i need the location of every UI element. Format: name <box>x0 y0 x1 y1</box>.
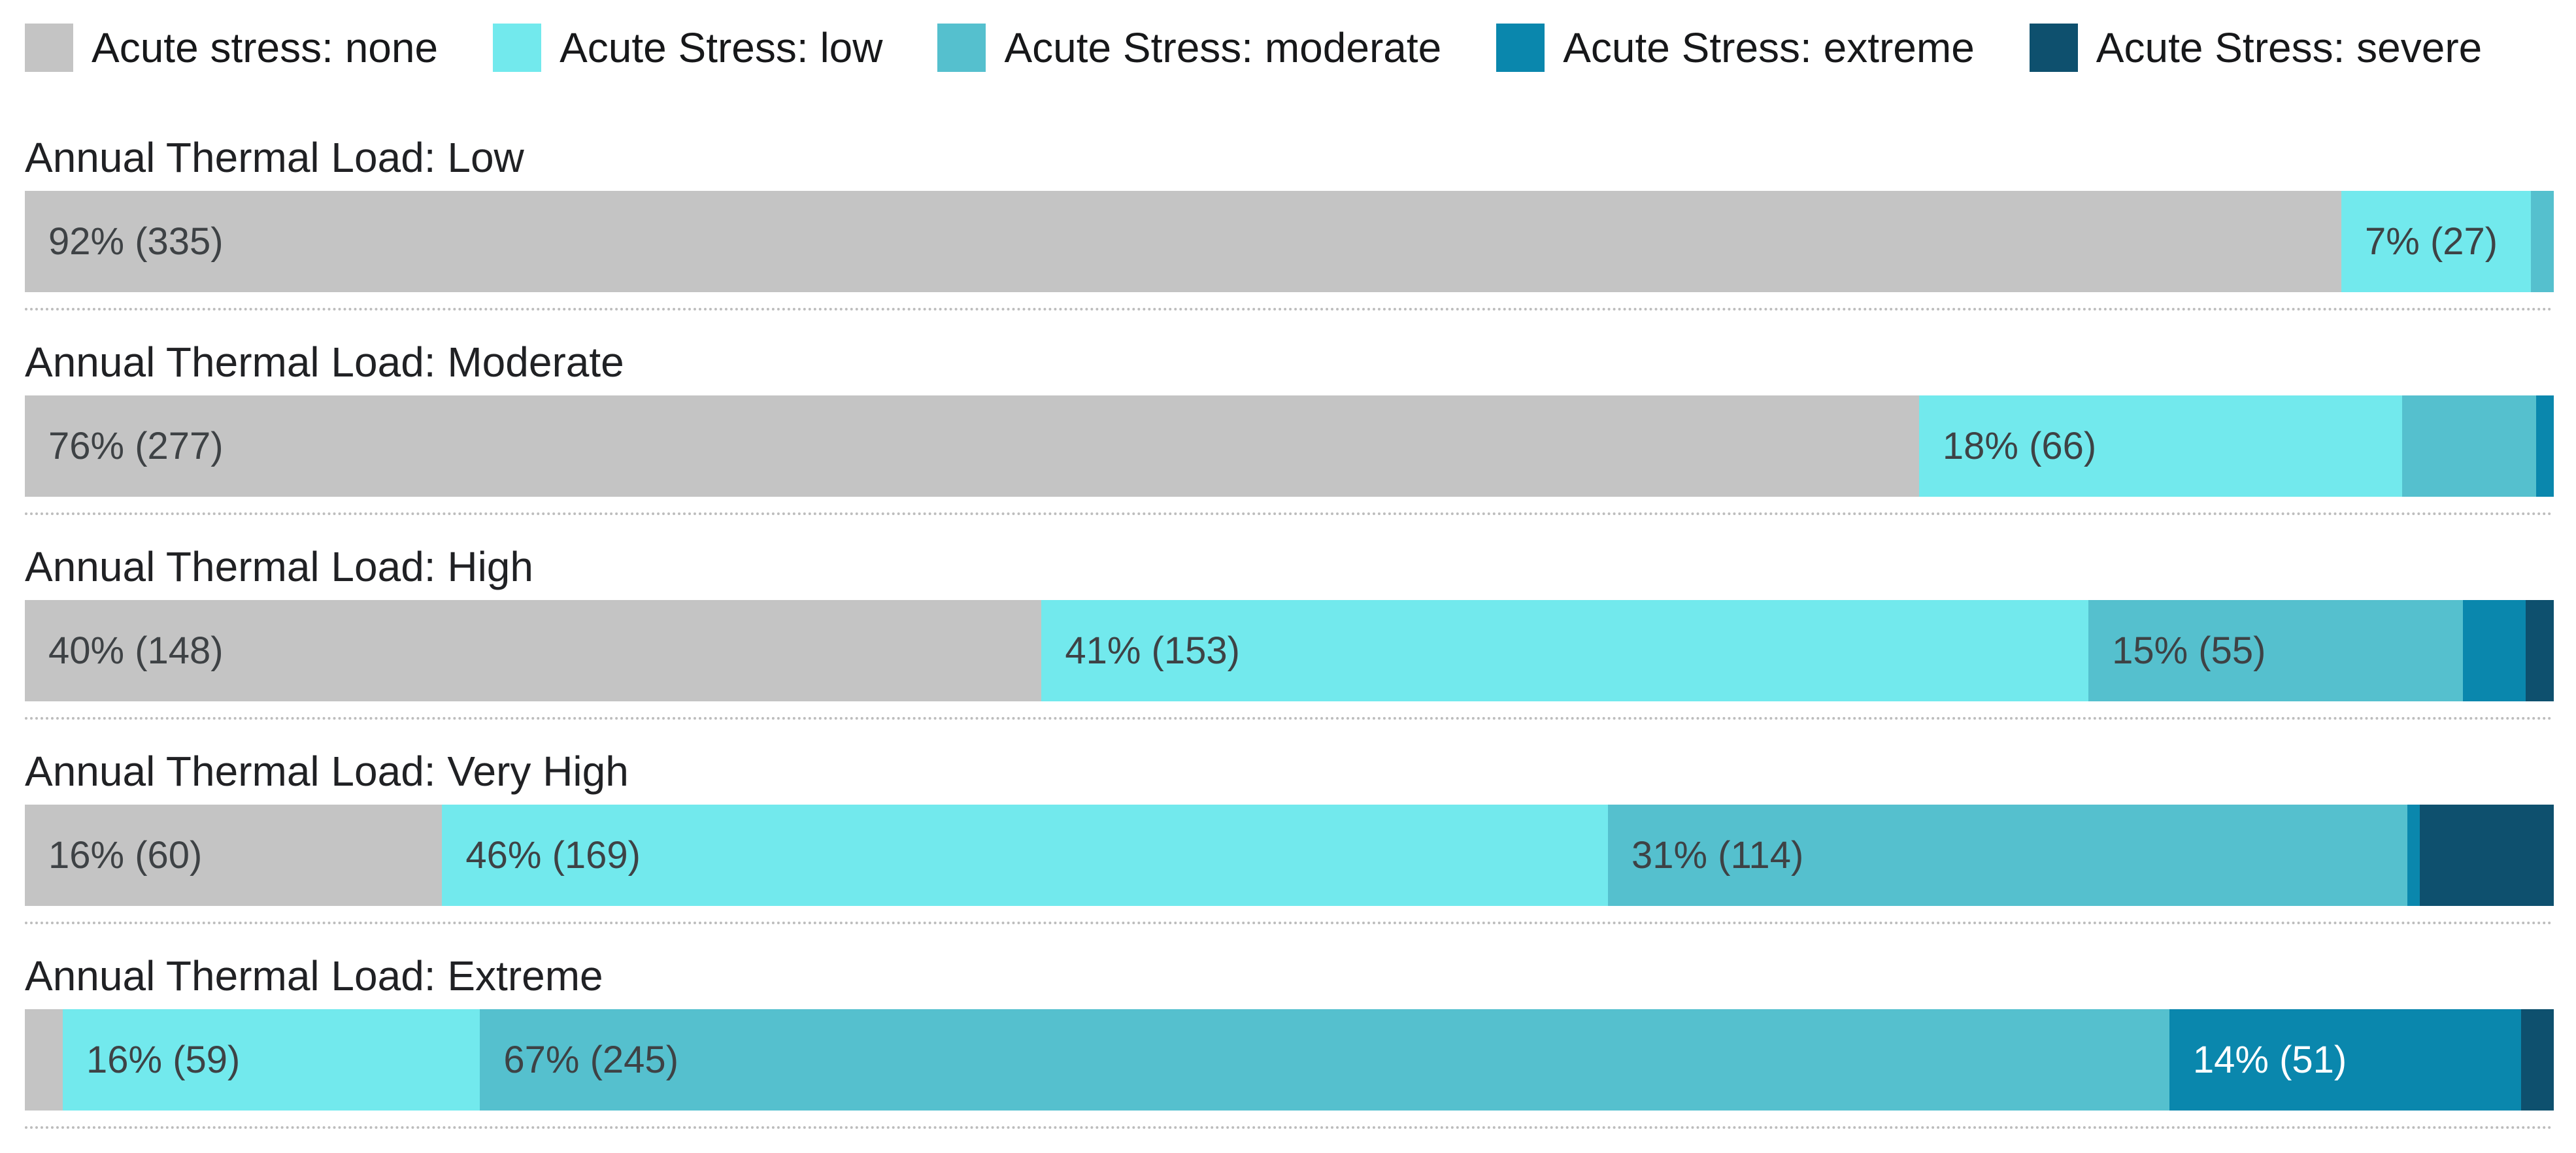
stacked-bar: 92% (335) 7% (27) <box>25 191 2554 292</box>
category-label: Annual Thermal Load: Extreme <box>25 952 603 999</box>
bar-segment-low[interactable]: 41% (153) <box>1041 600 2089 701</box>
segment-value-label: 67% (245) <box>503 1039 679 1081</box>
bar-segment-low[interactable]: 7% (27) <box>2341 191 2532 292</box>
legend-item-moderate[interactable]: Acute Stress: moderate <box>937 24 1441 72</box>
legend-item-extreme[interactable]: Acute Stress: extreme <box>1496 24 1975 72</box>
segment-value-label: 16% (59) <box>86 1039 241 1081</box>
legend-item-low[interactable]: Acute Stress: low <box>493 24 882 72</box>
row-separator <box>25 308 2554 310</box>
legend-swatch-extreme <box>1496 24 1545 72</box>
bar-group: Annual Thermal Load: High 40% (148) 41% (… <box>25 543 2554 720</box>
segment-value-label: 18% (66) <box>1942 425 2097 467</box>
legend-item-severe[interactable]: Acute Stress: severe <box>2029 24 2483 72</box>
bar-segment-none[interactable]: 92% (335) <box>25 191 2341 292</box>
stacked-bar: 76% (277) 18% (66) <box>25 395 2554 497</box>
legend-item-label: Acute Stress: severe <box>2096 24 2483 71</box>
legend-item-label: Acute Stress: moderate <box>1004 24 1442 71</box>
bar-segment-none[interactable]: 40% (148) <box>25 600 1042 701</box>
bar-segment-low[interactable]: 46% (169) <box>442 805 1608 906</box>
legend-swatch-moderate <box>937 24 986 72</box>
segment-value-label: 92% (335) <box>48 220 224 263</box>
bar-segment-moderate[interactable] <box>2531 191 2554 292</box>
segment-value-label: 31% (114) <box>1631 834 1804 877</box>
bar-segment-none[interactable]: 76% (277) <box>25 395 1919 497</box>
segment-value-label: 7% (27) <box>2365 220 2498 263</box>
bar-segment-low[interactable]: 18% (66) <box>1918 395 2402 497</box>
row-separator <box>25 1126 2554 1129</box>
bar-segment-none[interactable]: 16% (60) <box>25 805 443 906</box>
segment-value-label: 14% (51) <box>2192 1039 2347 1081</box>
bar-segment-extreme[interactable] <box>2462 600 2526 701</box>
legend-item-label: Acute stress: none <box>92 24 439 71</box>
bar-segment-low[interactable]: 16% (59) <box>63 1009 480 1111</box>
segment-value-label: 76% (277) <box>48 425 224 467</box>
bar-segment-moderate[interactable]: 67% (245) <box>480 1009 2169 1111</box>
row-separator <box>25 717 2554 720</box>
category-label: Annual Thermal Load: Moderate <box>25 339 624 386</box>
bar-segment-severe[interactable] <box>2520 1009 2554 1111</box>
bar-segment-severe[interactable] <box>2419 805 2554 906</box>
segment-value-label: 46% (169) <box>465 834 641 877</box>
bar-segment-none[interactable] <box>25 1009 63 1111</box>
segment-value-label: 16% (60) <box>48 834 203 877</box>
category-label: Annual Thermal Load: High <box>25 543 533 590</box>
bar-group: Annual Thermal Load: Extreme 16% (59) 67%… <box>25 952 2554 1129</box>
legend-swatch-low <box>493 24 542 72</box>
legend-item-label: Acute Stress: low <box>560 24 883 71</box>
bar-group: Annual Thermal Load: Moderate 76% (277) 1… <box>25 338 2554 515</box>
bar-group: Annual Thermal Load: Very High 16% (60) 4… <box>25 747 2554 924</box>
category-label: Annual Thermal Load: Very High <box>25 748 629 795</box>
category-label: Annual Thermal Load: Low <box>25 134 524 181</box>
bar-segment-severe[interactable] <box>2526 600 2554 701</box>
stacked-bar: 40% (148) 41% (153) 15% (55) <box>25 600 2554 701</box>
bar-group: Annual Thermal Load: Low 92% (335) 7% (27… <box>25 133 2554 310</box>
stacked-bar: 16% (59) 67% (245) 14% (51) <box>25 1009 2554 1111</box>
bar-segment-moderate[interactable]: 31% (114) <box>1607 805 2407 906</box>
stacked-bar-chart: Annual Thermal Load: Low 92% (335) 7% (27… <box>25 133 2554 1129</box>
stacked-bar: 16% (60) 46% (169) 31% (114) <box>25 805 2554 906</box>
legend-swatch-none <box>25 24 73 72</box>
row-separator <box>25 512 2554 515</box>
bar-segment-moderate[interactable] <box>2401 395 2536 497</box>
bar-segment-extreme[interactable]: 14% (51) <box>2169 1009 2521 1111</box>
segment-value-label: 15% (55) <box>2112 629 2266 672</box>
bar-segment-extreme[interactable] <box>2535 395 2554 497</box>
bar-segment-extreme[interactable] <box>2407 805 2420 906</box>
bar-segment-moderate[interactable]: 15% (55) <box>2088 600 2463 701</box>
segment-value-label: 40% (148) <box>48 629 224 672</box>
legend-item-label: Acute Stress: extreme <box>1563 24 1975 71</box>
row-separator <box>25 922 2554 924</box>
segment-value-label: 41% (153) <box>1065 629 1240 672</box>
legend: Acute stress: none Acute Stress: low Acu… <box>25 24 2554 72</box>
legend-item-none[interactable]: Acute stress: none <box>25 24 438 72</box>
legend-swatch-severe <box>2029 24 2078 72</box>
